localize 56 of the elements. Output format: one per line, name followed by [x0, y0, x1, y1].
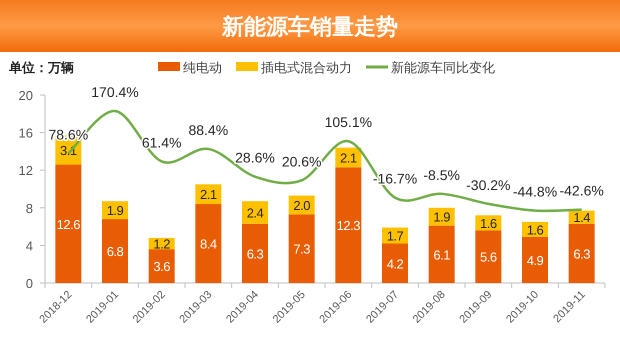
bar — [475, 230, 502, 283]
bar — [102, 219, 128, 283]
data-label: 1.9 — [433, 210, 450, 225]
data-label: 6.3 — [573, 246, 590, 262]
y-tick-label: 8 — [26, 200, 33, 216]
data-label: 2.1 — [200, 187, 217, 202]
data-label: 2.1 — [340, 150, 357, 166]
data-label: 7.3 — [293, 242, 310, 257]
bar — [568, 224, 595, 283]
data-label: 6.3 — [246, 246, 264, 262]
data-label: 12.6 — [56, 216, 80, 232]
y-tick-label: 0 — [26, 276, 33, 291]
bar — [195, 204, 222, 283]
data-label: 20.6% — [282, 153, 322, 170]
legend-label: 插电式混合动力 — [261, 60, 352, 75]
data-label: -42.6% — [559, 182, 604, 199]
bar — [242, 224, 268, 283]
y-tick-label: 20 — [18, 88, 33, 103]
data-label: 3.6 — [153, 259, 170, 274]
data-label: 1.2 — [153, 236, 170, 252]
bar — [55, 164, 82, 283]
data-label: 170.4% — [91, 84, 139, 100]
data-label: -44.8% — [512, 184, 558, 200]
data-label: 8.4 — [200, 236, 217, 252]
data-label: 88.4% — [188, 122, 228, 138]
y-tick-label: 4 — [26, 238, 33, 254]
data-label: 28.6% — [235, 150, 275, 166]
data-label: 4.9 — [526, 252, 544, 268]
chart-title: 新能源车销量走势 — [221, 14, 398, 39]
bar — [335, 167, 362, 283]
data-label: 1.4 — [573, 210, 590, 226]
data-label: 12.3 — [336, 218, 360, 234]
bar — [242, 201, 268, 224]
data-label: 2.4 — [246, 206, 264, 220]
y-tick-label: 16 — [18, 126, 33, 141]
data-label: 1.6 — [526, 222, 544, 238]
data-label: 6.8 — [106, 244, 124, 260]
bar — [288, 214, 315, 283]
data-label: -8.5% — [423, 166, 460, 183]
data-label: 1.9 — [106, 203, 124, 218]
data-label: 1.7 — [386, 228, 404, 244]
data-label: 5.6 — [480, 250, 497, 265]
data-label: 1.6 — [480, 216, 497, 231]
legend-label: 纯电动 — [183, 60, 222, 75]
data-label: 2.0 — [293, 198, 310, 213]
data-label: 6.1 — [433, 247, 450, 262]
bar — [148, 249, 175, 283]
data-label: 105.1% — [324, 114, 372, 130]
data-label: 4.2 — [386, 256, 404, 272]
legend-label: 新能源车同比变化 — [391, 60, 495, 75]
bar — [428, 226, 455, 283]
y-tick-label: 12 — [18, 163, 33, 178]
bar — [522, 236, 548, 283]
y-axis-title: 单位：万辆 — [8, 60, 74, 75]
bar — [382, 244, 408, 283]
data-label: -30.2% — [466, 176, 511, 193]
